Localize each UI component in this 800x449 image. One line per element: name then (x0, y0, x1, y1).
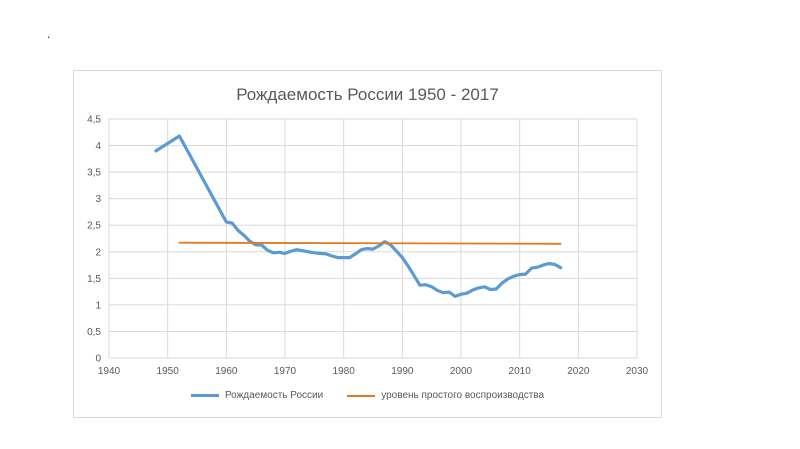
chart-legend: Рождаемость России уровень простого восп… (74, 390, 661, 401)
y-tick-label: 1 (95, 300, 101, 311)
chart-container: Рождаемость России 1950 - 2017 0 0,5 1 1,5 2… (73, 70, 662, 418)
chart-title: Рождаемость России 1950 - 2017 (236, 85, 499, 104)
x-tick-label: 1940 (98, 366, 121, 377)
legend-label-births: Рождаемость России (224, 390, 324, 401)
y-tick-label: 2 (95, 247, 101, 258)
y-tick-label: 4 (95, 141, 101, 152)
x-tick-label: 2000 (450, 366, 473, 377)
legend-item-replacement: уровень простого воспроизводства (347, 390, 544, 401)
legend-item-births: Рождаемость России (190, 390, 324, 401)
y-tick-label: 3,5 (87, 168, 101, 179)
legend-swatch-replacement (347, 394, 376, 397)
y-tick-label: 4,5 (87, 115, 101, 126)
legend-swatch-births (190, 394, 219, 397)
x-tick-label: 1980 (333, 366, 356, 377)
legend-label-replacement: уровень простого воспроизводства (381, 390, 545, 401)
y-tick-label: 2,5 (87, 221, 101, 232)
x-tick-label: 2010 (509, 366, 532, 377)
x-tick-label: 1990 (391, 366, 414, 377)
y-tick-label: 0,5 (87, 327, 101, 338)
x-tick-label: 1950 (157, 366, 180, 377)
x-tick-label: 2030 (626, 366, 649, 377)
x-tick-label: 2020 (567, 366, 590, 377)
y-tick-label: 1,5 (87, 274, 101, 285)
stray-dot: . (47, 27, 51, 41)
x-tick-label: 1960 (215, 366, 238, 377)
line-chart: 0 0,5 1 1,5 2 2,5 3 3,5 4 4,5 1940 1950 1960 1970 1980… (87, 115, 649, 378)
y-tick-label: 0 (95, 354, 101, 365)
x-tick-label: 1970 (274, 366, 297, 377)
series-line-births (154, 134, 563, 298)
series-line-replacement (178, 241, 562, 245)
y-tick-label: 3 (95, 194, 101, 205)
